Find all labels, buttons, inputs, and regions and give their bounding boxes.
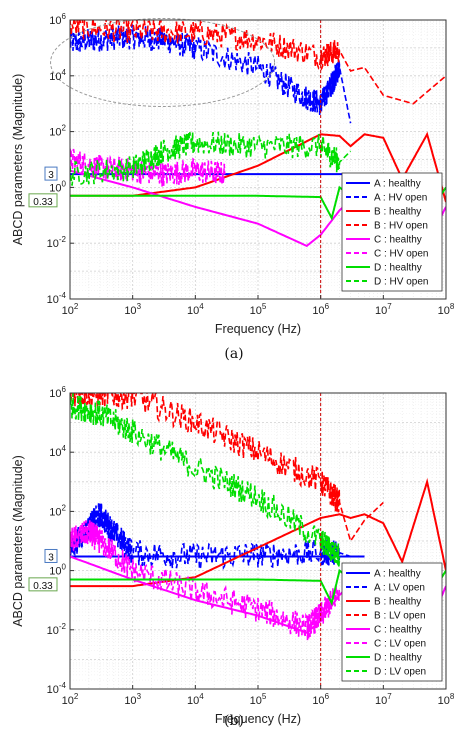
- annotation-d-text: 0.33: [33, 197, 53, 208]
- annotation-d-box: [28, 193, 58, 208]
- y-tick-label: 10-2: [47, 622, 67, 637]
- legend-entry-label: D : healthy: [374, 263, 422, 274]
- legend-entry-label: A : healthy: [374, 569, 421, 580]
- series-line-b-hv-open: [70, 20, 446, 105]
- series-line-d-lv-open: [70, 393, 341, 568]
- legend-box: [341, 172, 443, 292]
- x-tick-label: 107: [375, 302, 392, 317]
- y-tick-label: 10-4: [47, 681, 67, 696]
- y-tick-label: 106: [49, 385, 66, 400]
- annotation-a-box: [44, 166, 58, 181]
- highlight-ellipse: [50, 17, 276, 107]
- x-tick-label: 105: [250, 302, 267, 317]
- legend-box: [341, 562, 443, 682]
- x-tick-label: 108: [438, 302, 455, 317]
- x-tick-label: 103: [124, 692, 141, 707]
- annotation-d-box: [28, 577, 58, 592]
- y-tick-label: 100: [49, 179, 66, 194]
- annotation-a-level: 3: [44, 548, 58, 563]
- x-tick-label: 102: [62, 692, 79, 707]
- figure-caption: (b): [224, 713, 244, 729]
- x-tick-label: 104: [187, 692, 204, 707]
- y-tick-label: 106: [49, 12, 66, 27]
- series-line-b-lv-open: [70, 393, 384, 543]
- x-tick-label: 103: [124, 302, 141, 317]
- annotation-d-text: 0.33: [33, 581, 53, 592]
- annotation-d-level: 0.33: [28, 577, 58, 592]
- x-tick-label: 104: [187, 302, 204, 317]
- series-line-c-lv-open: [70, 520, 341, 641]
- x-tick-label: 102: [62, 302, 79, 317]
- legend-entry-label: B : LV open: [374, 611, 426, 622]
- legend-entry-label: C : healthy: [374, 235, 422, 246]
- annotation-a-level: 3: [44, 166, 58, 181]
- legend-entry-label: B : healthy: [374, 207, 421, 218]
- y-tick-label: 104: [49, 444, 66, 459]
- annotation-d-level: 0.33: [28, 193, 58, 208]
- legend: A : healthy A : LV open B : healthy B : LV …: [341, 562, 443, 682]
- chart-b: 102 103 104 105 106 107 108 10-4 10-2 100 102 104 10…: [11, 385, 455, 729]
- legend-entry-label: C : LV open: [374, 639, 426, 650]
- legend-entry-label: C : HV open: [374, 249, 428, 260]
- y-tick-label: 10-4: [47, 291, 67, 306]
- legend-entry-label: A : healthy: [374, 179, 421, 190]
- series-line-a-hv-open: [70, 24, 352, 124]
- x-axis-label: Frequency (Hz): [215, 322, 301, 336]
- legend-entry-label: B : healthy: [374, 597, 421, 608]
- y-tick-label: 102: [49, 124, 66, 139]
- legend-entry-label: D : HV open: [374, 277, 428, 288]
- x-axis-label: Frequency (Hz): [215, 712, 301, 726]
- legend-entry-label: D : LV open: [374, 667, 426, 678]
- annotation-a-text: 3: [48, 552, 54, 563]
- series-line-d-hv-open: [70, 130, 352, 186]
- annotation-a-text: 3: [48, 170, 54, 181]
- y-tick-label: 102: [49, 503, 66, 518]
- legend-entry-label: A : LV open: [374, 583, 425, 594]
- y-tick-label: 104: [49, 68, 66, 83]
- x-tick-label: 108: [438, 692, 455, 707]
- series-line-b-healthy: [70, 131, 446, 203]
- x-tick-label: 107: [375, 692, 392, 707]
- legend-entry-label: A : HV open: [374, 193, 427, 204]
- chart-a: 102 103 104 105 106 107 108 10-4 10-2 100 102 104 10…: [11, 12, 455, 362]
- legend-entry-label: D : healthy: [374, 653, 422, 664]
- annotation-a-box: [44, 548, 58, 563]
- y-axis-label: ABCD parameters (Magnitude): [11, 455, 25, 627]
- legend: A : healthy A : HV open B : healthy B : HV …: [341, 172, 443, 292]
- x-tick-label: 106: [312, 692, 329, 707]
- x-tick-label: 106: [312, 302, 329, 317]
- x-tick-label: 105: [250, 692, 267, 707]
- y-tick-label: 100: [49, 563, 66, 578]
- figure-caption: (a): [224, 346, 243, 362]
- y-tick-label: 10-2: [47, 235, 67, 250]
- legend-entry-label: C : healthy: [374, 625, 422, 636]
- legend-entry-label: B : HV open: [374, 221, 428, 232]
- y-axis-label: ABCD parameters (Magnitude): [11, 74, 25, 246]
- series-line-c-hv-open: [70, 148, 226, 187]
